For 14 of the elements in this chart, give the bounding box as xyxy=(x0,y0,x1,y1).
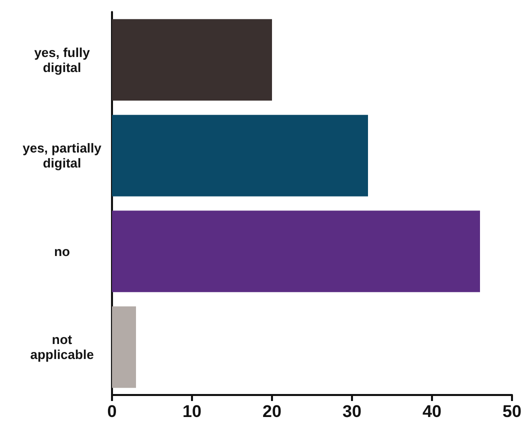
y-tick-label: yes, fully digital xyxy=(34,44,91,75)
bar xyxy=(112,19,272,101)
x-tick-label: 30 xyxy=(342,402,362,421)
x-tick-label: 10 xyxy=(182,402,202,421)
y-tick-label: yes, partially digital xyxy=(22,140,102,171)
x-tick-label: 0 xyxy=(107,402,117,421)
y-tick-label: not applicable xyxy=(30,332,94,362)
y-tick-label: no xyxy=(54,244,70,259)
bar xyxy=(112,210,480,292)
x-tick-label: 50 xyxy=(502,402,522,421)
x-tick-label: 20 xyxy=(262,402,282,421)
bar xyxy=(112,306,136,388)
x-tick-label: 40 xyxy=(422,402,442,421)
bar xyxy=(112,114,368,196)
